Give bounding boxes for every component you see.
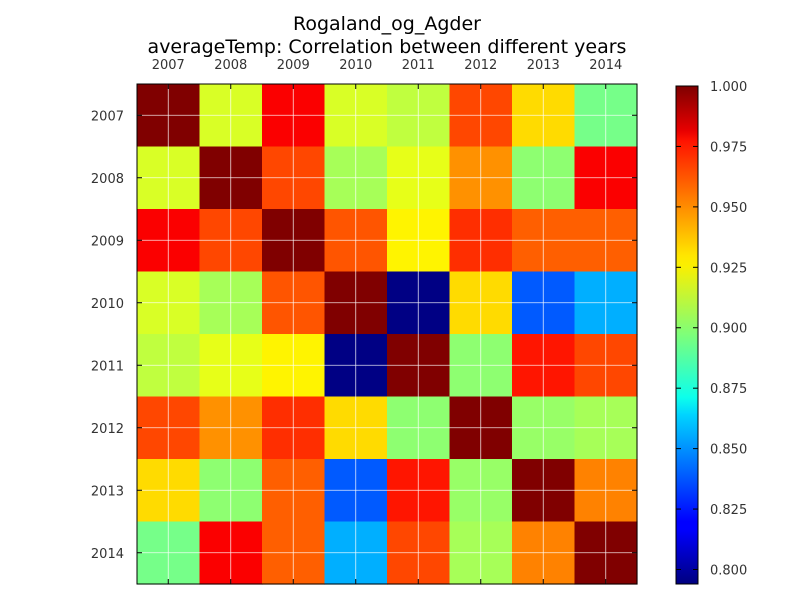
y-tick-label: 2011 — [91, 359, 124, 374]
colorbar-tick-label: 0.800 — [710, 563, 747, 578]
y-axis-ticks: 2007 2008 2009 2010 2011 2012 2013 2014 — [91, 109, 637, 562]
x-tick-label: 2011 — [402, 58, 435, 73]
chart-title-line1: Rogaland_og_Agder — [293, 13, 481, 35]
x-tick-label: 2007 — [152, 58, 185, 73]
colorbar-tick-label: 0.825 — [710, 503, 747, 518]
colorbar-tick-label: 1.000 — [710, 80, 747, 95]
x-tick-label: 2014 — [589, 58, 622, 73]
colorbar-tick-label: 0.850 — [710, 443, 747, 458]
chart-title-line2: averageTemp: Correlation between differe… — [148, 36, 627, 58]
y-tick-label: 2012 — [91, 422, 124, 437]
x-axis-ticks: 2007 2008 2009 2010 2011 2012 2013 2014 — [152, 58, 622, 584]
y-tick-label: 2014 — [91, 547, 124, 562]
x-tick-label: 2012 — [464, 58, 497, 73]
heatmap-cells — [137, 84, 638, 585]
y-tick-label: 2009 — [91, 234, 124, 249]
colorbar-tick-label: 0.900 — [710, 322, 747, 337]
colorbar-ticks: 1.000 0.975 0.950 0.925 0.900 0.875 0.850 0.825… — [676, 80, 747, 578]
heatmap-grid — [137, 84, 637, 584]
x-tick-label: 2009 — [277, 58, 310, 73]
colorbar-tick-label: 0.875 — [710, 382, 747, 397]
y-tick-label: 2010 — [91, 297, 124, 312]
colorbar — [675, 85, 699, 585]
colorbar-tick-label: 0.950 — [710, 201, 747, 216]
heatmap-frame — [136, 83, 638, 585]
colorbar-tick-label: 0.975 — [710, 140, 747, 155]
x-tick-label: 2008 — [214, 58, 247, 73]
y-tick-label: 2007 — [91, 109, 124, 124]
colorbar-tick-label: 0.925 — [710, 261, 747, 276]
x-tick-label: 2013 — [527, 58, 560, 73]
x-tick-label: 2010 — [339, 58, 372, 73]
y-tick-label: 2013 — [91, 484, 124, 499]
y-tick-label: 2008 — [91, 172, 124, 187]
